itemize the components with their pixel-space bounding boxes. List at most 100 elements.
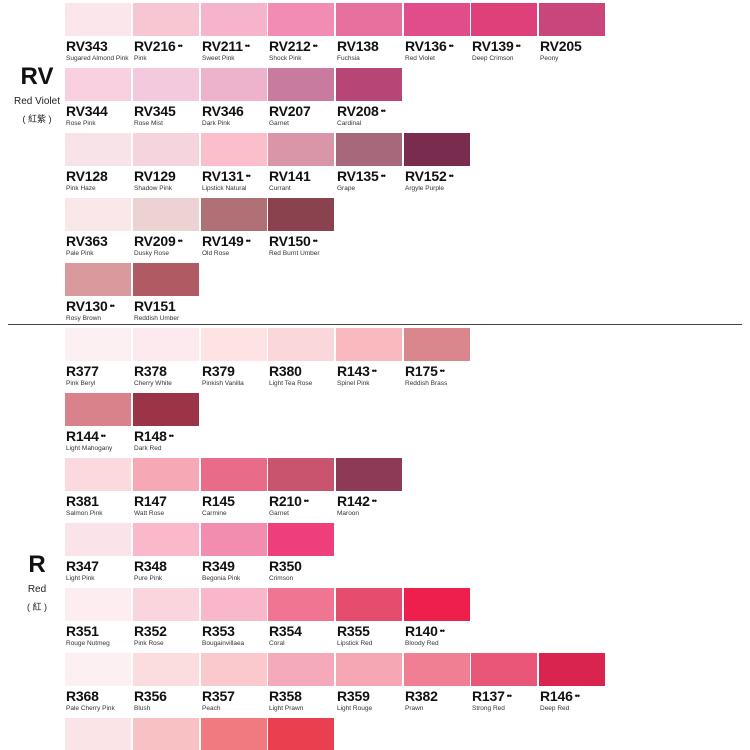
color-swatch bbox=[133, 198, 199, 231]
color-swatch-card: RV346 Dark Pink bbox=[201, 68, 267, 130]
group-code: R bbox=[28, 551, 46, 578]
swatch-code-row: RV139 •• bbox=[472, 39, 521, 54]
nib-marks-icon: •• bbox=[177, 236, 183, 246]
color-swatch bbox=[404, 133, 470, 166]
nib-marks-icon: •• bbox=[244, 41, 250, 51]
color-swatch bbox=[268, 3, 334, 36]
color-swatch bbox=[404, 3, 470, 36]
color-swatch-card: R351 Rouge Nutmeg bbox=[65, 588, 131, 650]
swatch-code: R356 bbox=[134, 688, 167, 704]
swatch-name: Shadow Pink bbox=[134, 185, 172, 192]
swatch-code: RV345 bbox=[134, 103, 176, 119]
color-swatch-card: R347 Light Pink bbox=[65, 523, 131, 585]
color-swatch-card: R354 Coral bbox=[268, 588, 334, 650]
nib-marks-icon: •• bbox=[380, 171, 386, 181]
swatch-name: Deep Red bbox=[540, 705, 570, 712]
swatch-code-row: RV211 •• bbox=[202, 39, 250, 54]
swatch-code: R147 bbox=[134, 493, 167, 509]
color-swatch-card: RV128 Pink Haze bbox=[65, 133, 131, 195]
color-swatch-card: RV344 Rose Pink bbox=[65, 68, 131, 130]
swatch-code: RV129 bbox=[134, 168, 176, 184]
swatch-code: R347 bbox=[66, 558, 99, 574]
swatch-name: Red Burnt Umber bbox=[269, 250, 320, 257]
swatch-name: Light Rouge bbox=[337, 705, 373, 712]
swatch-code: R381 bbox=[66, 493, 99, 509]
swatch-code-row: R358 bbox=[269, 689, 304, 704]
color-swatch-card: R140 •• Bloody Red bbox=[404, 588, 470, 650]
swatch-name: Begonia Pink bbox=[202, 575, 241, 582]
color-swatch-card: R378 Cherry White bbox=[133, 328, 199, 390]
swatch-code: RV141 bbox=[269, 168, 311, 184]
swatch-name: Coral bbox=[269, 640, 285, 647]
color-swatch bbox=[133, 133, 199, 166]
color-swatch bbox=[268, 523, 334, 556]
color-swatch bbox=[65, 523, 131, 556]
swatch-code-row: R347 bbox=[66, 559, 101, 574]
swatch-name: Grape bbox=[337, 185, 356, 192]
swatch-name: Currant bbox=[269, 185, 291, 192]
swatch-code: R145 bbox=[202, 493, 235, 509]
swatch-code: RV149 bbox=[202, 233, 244, 249]
swatch-code: RV363 bbox=[66, 233, 108, 249]
swatch-name: Bougainvillaea bbox=[202, 640, 245, 647]
nib-marks-icon: •• bbox=[515, 41, 521, 51]
swatch-code-row: RV152 •• bbox=[405, 169, 454, 184]
swatch-code-row: RV136 •• bbox=[405, 39, 454, 54]
swatch-code: R349 bbox=[202, 558, 235, 574]
color-swatch bbox=[201, 3, 267, 36]
color-swatch bbox=[336, 458, 402, 491]
swatch-name: Red Violet bbox=[405, 55, 435, 62]
group-name: Red Violet bbox=[14, 96, 60, 107]
swatch-code: R368 bbox=[66, 688, 99, 704]
color-swatch bbox=[336, 588, 402, 621]
swatch-code-row: RV344 bbox=[66, 104, 110, 119]
swatch-name: Garnet bbox=[269, 510, 289, 517]
color-swatch bbox=[268, 653, 334, 686]
swatch-name: Light Prawn bbox=[269, 705, 304, 712]
swatch-code: R351 bbox=[66, 623, 99, 639]
color-swatch-card: RV129 Shadow Pink bbox=[133, 133, 199, 195]
swatch-code-row: R147 bbox=[134, 494, 169, 509]
swatch-code-row: R349 bbox=[202, 559, 237, 574]
swatch-code-row: R353 bbox=[202, 624, 237, 639]
color-swatch-card: R137 •• Strong Red bbox=[471, 653, 537, 715]
color-swatch bbox=[201, 718, 267, 750]
swatch-code-row: RV130 •• bbox=[66, 299, 115, 314]
swatch-code-row: RV345 bbox=[134, 104, 178, 119]
color-swatch-card: R377 Pink Beryl bbox=[65, 328, 131, 390]
color-swatch bbox=[268, 68, 334, 101]
color-swatch bbox=[268, 328, 334, 361]
swatch-code-row: RV346 bbox=[202, 104, 246, 119]
nib-marks-icon: •• bbox=[448, 41, 454, 51]
swatch-name: Rosy Brown bbox=[66, 315, 102, 322]
color-swatch-card: RV141 Currant bbox=[268, 133, 334, 195]
color-swatch-card: RV209 •• Dusky Rose bbox=[133, 198, 199, 260]
swatch-code-row: R382 bbox=[405, 689, 440, 704]
swatch-name: Dark Red bbox=[134, 445, 162, 452]
color-swatch bbox=[65, 133, 131, 166]
swatch-code: RV135 bbox=[337, 168, 379, 184]
color-swatch bbox=[201, 588, 267, 621]
color-swatch-card: R379 Pinkish Vanilla bbox=[201, 328, 267, 390]
color-swatch-card: R143 •• Spinel Pink bbox=[336, 328, 402, 390]
color-swatch-card: R355 Lipstick Red bbox=[336, 588, 402, 650]
color-swatch bbox=[268, 198, 334, 231]
color-swatch-card: RV212 •• Shock Pink bbox=[268, 3, 334, 65]
color-swatch-card: RV138 Fuchsia bbox=[336, 3, 402, 65]
color-swatch bbox=[133, 523, 199, 556]
color-swatch-card: RV208 •• Cardinal bbox=[336, 68, 402, 130]
color-swatch-card: R146 •• Deep Red bbox=[539, 653, 605, 715]
swatch-name: Deep Crimson bbox=[472, 55, 514, 62]
nib-marks-icon: •• bbox=[371, 496, 377, 506]
swatch-code-row: R354 bbox=[269, 624, 304, 639]
nib-marks-icon: •• bbox=[439, 366, 445, 376]
swatch-name: Old Rose bbox=[202, 250, 230, 257]
swatch-code-row: R142 •• bbox=[337, 494, 377, 509]
color-swatch-card: RV131 •• Lipstick Natural bbox=[201, 133, 267, 195]
color-swatch bbox=[336, 133, 402, 166]
swatch-code-row: R348 bbox=[134, 559, 169, 574]
swatch-name: Dark Pink bbox=[202, 120, 231, 127]
swatch-code: R175 bbox=[405, 363, 438, 379]
nib-marks-icon: •• bbox=[312, 41, 318, 51]
swatch-code: R144 bbox=[66, 428, 99, 444]
